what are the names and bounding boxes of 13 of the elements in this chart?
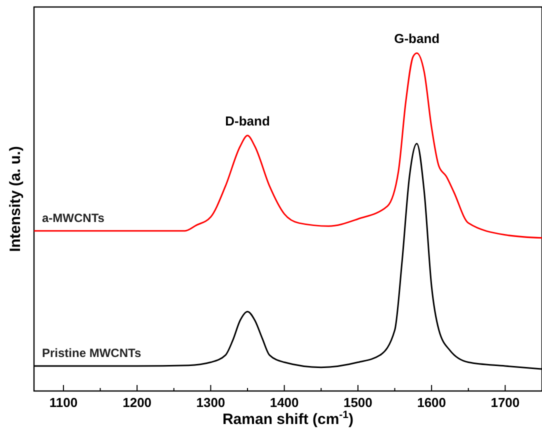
x-tick-label: 1700 [490,395,520,410]
x-tick-label: 1500 [343,395,372,410]
x-tick-label: 1100 [49,395,78,410]
annotation: D-band [225,114,270,129]
x-tick-label: 1200 [122,395,152,410]
series-label: a-MWCNTs [42,210,105,225]
x-tick-label: 1600 [417,395,446,410]
annotation: G-band [394,31,440,46]
x-tick-label: 1400 [270,395,299,410]
x-tick-label: 1300 [196,395,226,410]
series-label: Pristine MWCNTs [42,346,142,360]
x-axis-title: Raman shift (cm$^{-1}$) [222,409,354,428]
y-axis-title: Intensity (a. u.) [7,146,24,252]
